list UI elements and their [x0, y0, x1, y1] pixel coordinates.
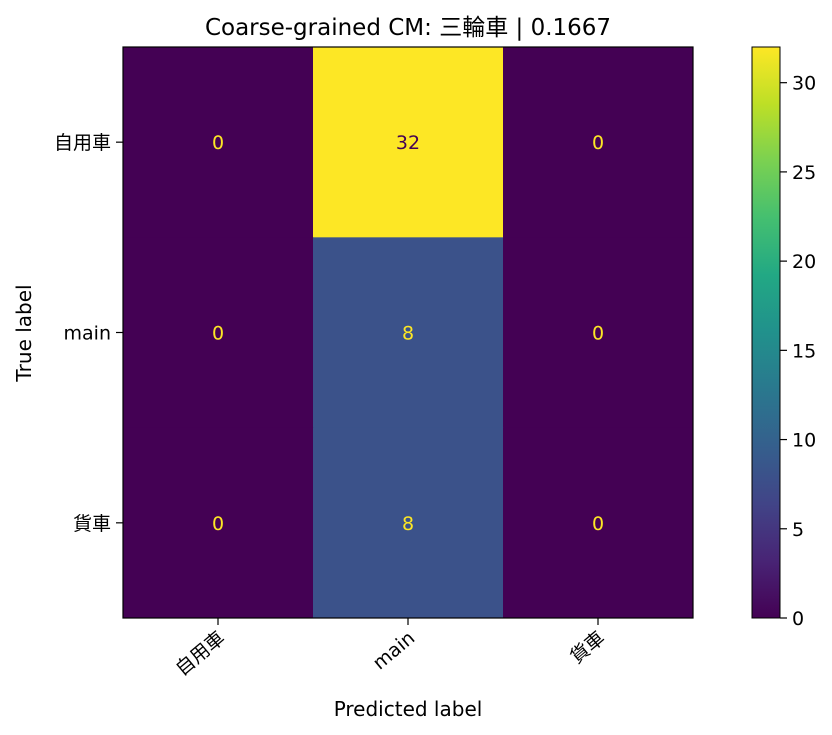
cell-value: 0 [212, 132, 224, 154]
colorbar-tick-label: 10 [792, 430, 816, 452]
colorbar-tick-label: 0 [792, 608, 804, 630]
y-tick-label: 自用車 [54, 132, 111, 154]
x-tick-label: main [369, 627, 420, 674]
cell-value: 0 [212, 323, 224, 345]
chart-title: Coarse-grained CM: 三輪車 | 0.1667 [205, 15, 611, 41]
cell-value: 0 [592, 323, 604, 345]
y-tick-label: 貨車 [73, 513, 111, 535]
heatmap-cell [313, 427, 504, 619]
cell-value: 0 [212, 513, 224, 535]
colorbar-ticks: 0 5 10 15 20 25 30 [780, 73, 816, 630]
heatmap-cell [123, 237, 314, 429]
x-axis-label: Predicted label [334, 697, 483, 721]
cell-value: 0 [592, 513, 604, 535]
x-tick-label: 貨車 [566, 627, 609, 668]
heatmap-cell [313, 47, 504, 238]
y-axis: 自用車 main 貨車 [54, 132, 123, 535]
colorbar-tick-label: 30 [792, 73, 816, 95]
colorbar-tick-label: 5 [792, 519, 804, 541]
heatmap-cell [503, 427, 694, 619]
colorbar-gradient [751, 46, 781, 619]
colorbar-tick-label: 15 [792, 340, 816, 362]
colorbar-tick-label: 25 [792, 162, 816, 184]
heatmap-cell [123, 427, 314, 619]
colorbar-tick-label: 20 [792, 251, 816, 273]
cell-value: 0 [592, 132, 604, 154]
heatmap-cells [123, 47, 694, 619]
cell-value: 32 [396, 132, 420, 154]
heatmap-values: 0 32 0 0 8 0 0 8 0 [212, 132, 604, 535]
y-axis-label: True label [12, 284, 36, 382]
colorbar: 0 5 10 15 20 25 30 [751, 46, 816, 630]
heatmap-cell [123, 47, 314, 238]
x-axis: 自用車 main 貨車 [171, 618, 609, 680]
y-tick-label: main [64, 323, 111, 345]
x-tick-label: 自用車 [171, 627, 229, 681]
heatmap-cell [313, 237, 504, 429]
cell-value: 8 [402, 513, 414, 535]
heatmap-cell [503, 47, 694, 238]
cell-value: 8 [402, 323, 414, 345]
heatmap-cell [503, 237, 694, 429]
